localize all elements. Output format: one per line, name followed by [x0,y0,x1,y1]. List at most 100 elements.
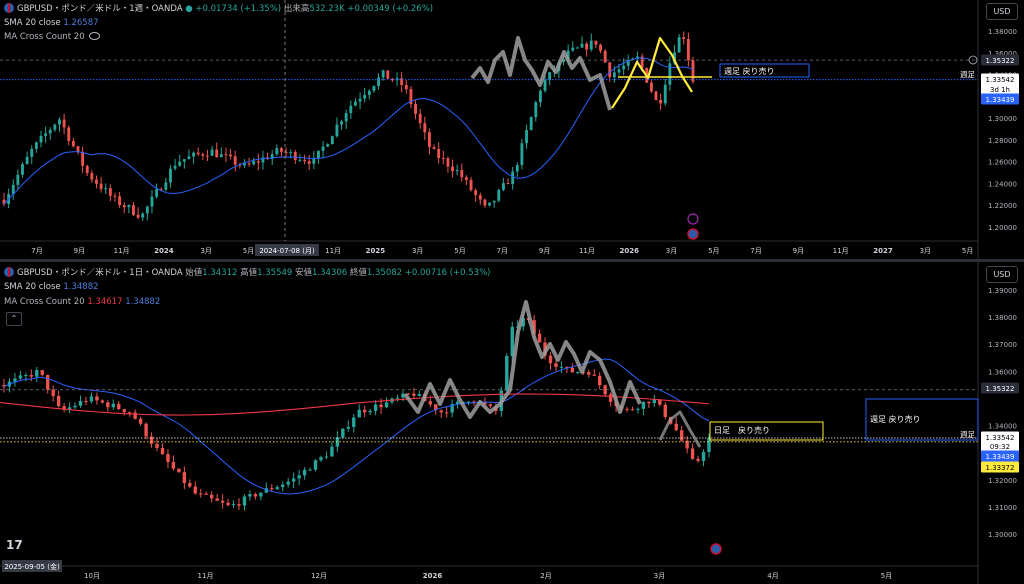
weekly-crosshair-date-bg [255,244,319,256]
weekly-legend-sma[interactable]: SMA 20 close 1.26587 [4,17,99,29]
candle-body [414,104,417,114]
daily-chart-pane[interactable]: 1.39000 1.38000 1.37000 1.36000 1.34000 1.320… [0,262,1024,584]
candle-body [529,117,533,131]
candle-body [89,396,94,402]
candle-body [303,159,307,161]
daily-symbol[interactable]: GBPUSD・ポンド／米ドル・1日・OANDA [17,268,183,278]
candle-body [108,188,112,196]
daily-sma-value: 1.34882 [63,282,99,292]
weekly-price-tag-top: 1.35322 [986,57,1015,65]
us-flag-event-icon [687,228,699,240]
candle-body [171,462,176,469]
weekly-chart-pane[interactable]: 1.380001.360001.340001.320001.300001.280… [0,0,1024,259]
weekly-price-tag-countdown: 3d 1h [990,86,1010,94]
candle-body [164,182,168,190]
x-tick-label: 3月 [412,247,423,255]
x-tick-label: 5月 [881,572,892,580]
y-tick-label: 1.26000 [988,159,1017,167]
candle-body [237,504,241,506]
candle-body [707,438,711,452]
candle-body [439,410,443,413]
candle-body [275,148,279,155]
candle-body [71,140,75,147]
candle-body [62,119,66,128]
candle-body [395,397,400,399]
candle-body [649,82,653,92]
candle-body [501,183,505,190]
candle-body [248,494,252,497]
x-tick-label: 7月 [497,247,508,255]
candle-body [209,494,214,499]
daily-currency-button[interactable]: USD [986,266,1018,283]
x-tick-label: 2025 [366,247,386,255]
daily-legend-macross[interactable]: MA Cross Count 20 1.34617 1.34882 [4,296,160,308]
candle-body [289,152,293,154]
candle-body [566,50,570,60]
gbpusd-flag-icon [4,3,14,13]
x-tick-label: 7月 [31,247,42,255]
daily-legend-sma[interactable]: SMA 20 close 1.34882 [4,281,99,293]
price-axis-area [978,262,1024,584]
weekly-crosshair-date: 2024-07-08 (月) [259,247,315,255]
candle-body [13,378,17,382]
candle-body [317,150,320,158]
candle-body [554,363,558,367]
candle-body [252,161,256,165]
candle-body [679,430,684,441]
candle-body [226,502,230,506]
candle-body [104,188,108,190]
candle-body [417,394,422,396]
weekly-macross-label: MA Cross Count 20 [4,32,85,42]
x-tick-label: 10月 [84,572,100,580]
candle-body [177,468,181,473]
weekly-symbol[interactable]: GBPUSD・ポンド／米ドル・1週・OANDA [17,4,183,14]
candle-body [231,504,236,506]
legend-collapse-button[interactable]: ⌃ [6,312,22,326]
weekly-chart-canvas[interactable]: 1.380001.360001.340001.320001.300001.280… [0,0,1024,259]
candle-body [548,72,552,81]
tradingview-logo-icon[interactable]: 17 [6,538,23,552]
x-tick-label: 3月 [200,247,211,255]
candle-body [372,85,376,91]
weekly-price-tag-sma: 1.33439 [986,96,1015,104]
pane-divider[interactable] [0,259,1024,262]
candle-body [145,206,149,214]
y-tick-label: 1.30000 [988,115,1017,123]
weekly-price-tag-current: 1.33542 [986,76,1015,84]
candle-body [24,375,28,377]
candle-body [219,154,223,158]
x-tick-label: 4月 [767,572,778,580]
candle-body [149,436,154,444]
candle-body [386,70,390,79]
candle-body [138,418,143,424]
weekly-zone-text: 週足 戻り売り [870,414,921,424]
candle-body [478,195,482,200]
candle-body [326,144,330,147]
wave-markup-grey [470,36,612,111]
x-tick-label: 9月 [793,247,804,255]
daily-sma-label: SMA 20 close [4,282,61,292]
daily-price-tag-ma-bg [981,461,1019,473]
low-label: 安値 [295,268,313,278]
weekly-legend-macross[interactable]: MA Cross Count 20 [4,31,100,43]
candle-body [264,488,269,493]
y-tick-label: 1.38000 [988,314,1017,322]
daily-chart-canvas[interactable]: 1.39000 1.38000 1.37000 1.36000 1.34000 1.320… [0,262,1024,584]
candle-body [515,164,519,172]
weekly-currency-button[interactable]: USD [986,3,1018,20]
candle-body [247,163,251,165]
candle-body [441,158,445,160]
daily-price-tag-current: 1.33542 [986,434,1015,442]
candle-body [659,99,663,104]
candle-body [182,472,187,484]
candle-body [340,121,343,125]
candle-body [286,481,290,485]
open-value: 1.34312 [202,268,238,278]
x-tick-label: 9月 [74,247,85,255]
candle-body [204,493,208,495]
eye-icon[interactable] [88,32,100,40]
candle-body [280,148,283,152]
candle-body [685,440,689,449]
candle-body [562,59,565,63]
candle-body [291,478,296,482]
